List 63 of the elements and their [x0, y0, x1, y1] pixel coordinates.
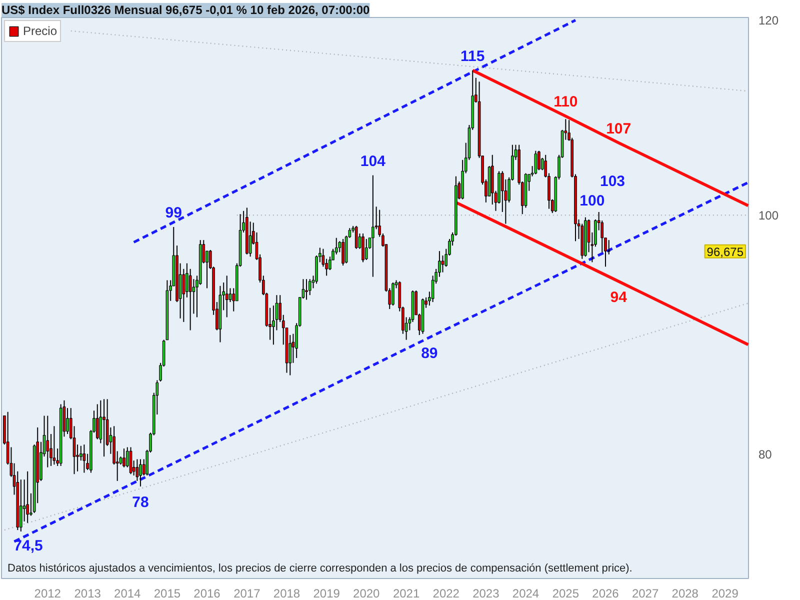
- x-tick-label: 2029: [712, 586, 739, 600]
- x-tick-label: 2027: [632, 586, 659, 600]
- chart-title: US$ Index Full0326 Mensual 96,675 -0,01 % 10 feb 2026, 07:00:00: [2, 3, 370, 17]
- x-tick-label: 2012: [34, 586, 62, 600]
- x-tick-label: 2018: [273, 586, 300, 600]
- annotation: 96,675: [706, 244, 744, 259]
- candlestick: [139, 458, 142, 487]
- annotation: 89: [421, 344, 438, 362]
- x-tick-label: 2022: [432, 586, 460, 600]
- candlestick: [188, 268, 192, 331]
- candlestick: [354, 225, 358, 250]
- x-tick-label: 2024: [512, 586, 540, 600]
- candlestick: [392, 282, 394, 306]
- x-tick-label: 2025: [552, 586, 580, 600]
- candlestick: [52, 426, 56, 466]
- annotation: 99: [165, 204, 182, 222]
- candlestick: [102, 398, 106, 458]
- annotation: 115: [460, 48, 485, 65]
- x-tick-label: 2013: [74, 586, 102, 600]
- x-tick-label: 2026: [592, 586, 620, 600]
- y-tick-label: 80: [758, 447, 772, 462]
- candlestick: [228, 288, 232, 303]
- x-tick-label: 2015: [154, 586, 181, 600]
- data-label: 110: [554, 94, 578, 111]
- x-tick-label: 2020: [353, 586, 380, 600]
- candlestick: [20, 479, 22, 532]
- candlestick: [96, 404, 99, 440]
- x-tick-label: 2016: [194, 586, 221, 600]
- annotation: 104: [360, 152, 386, 170]
- data-label: 94: [610, 288, 628, 306]
- x-tick-label: 2019: [313, 586, 340, 600]
- x-tick-label: 2028: [672, 586, 699, 600]
- candlestick: [225, 275, 228, 318]
- legend-label: Precio: [23, 24, 58, 38]
- line-series: [471, 68, 748, 208]
- candlestick: [248, 221, 252, 258]
- data-label: 107: [606, 120, 632, 138]
- x-tick-label: 2017: [234, 586, 261, 600]
- candlestick: [305, 278, 308, 300]
- y-tick-label: 120: [758, 14, 779, 28]
- candlestick: [342, 238, 344, 266]
- y-tick-label: 100: [758, 208, 779, 223]
- candlestick: [308, 278, 312, 296]
- candlestick: [441, 255, 444, 273]
- annotation: 78: [132, 494, 149, 511]
- candlestick: [46, 415, 50, 468]
- candlestick: [26, 470, 29, 524]
- annotation: 100: [580, 192, 605, 210]
- candlestick: [192, 278, 196, 314]
- candlestick: [534, 150, 538, 175]
- candlestick: [66, 408, 69, 434]
- candlestick: [82, 444, 86, 474]
- candlestick: [372, 174, 374, 278]
- x-tick-label: 2014: [114, 586, 142, 600]
- candlestick: [607, 240, 610, 255]
- annotation: Datos históricos ajustados a vencimientos, los precios de cierre corresponden a los precios de compensación (settlement price).: [8, 562, 632, 574]
- candlestick: [538, 150, 540, 171]
- candlestick: [122, 448, 126, 468]
- x-tick-label: 2023: [472, 586, 500, 600]
- x-tick-label: 2021: [392, 586, 420, 600]
- candlestick: [362, 233, 364, 263]
- candlestick: [364, 238, 368, 260]
- annotation: 103: [600, 173, 626, 190]
